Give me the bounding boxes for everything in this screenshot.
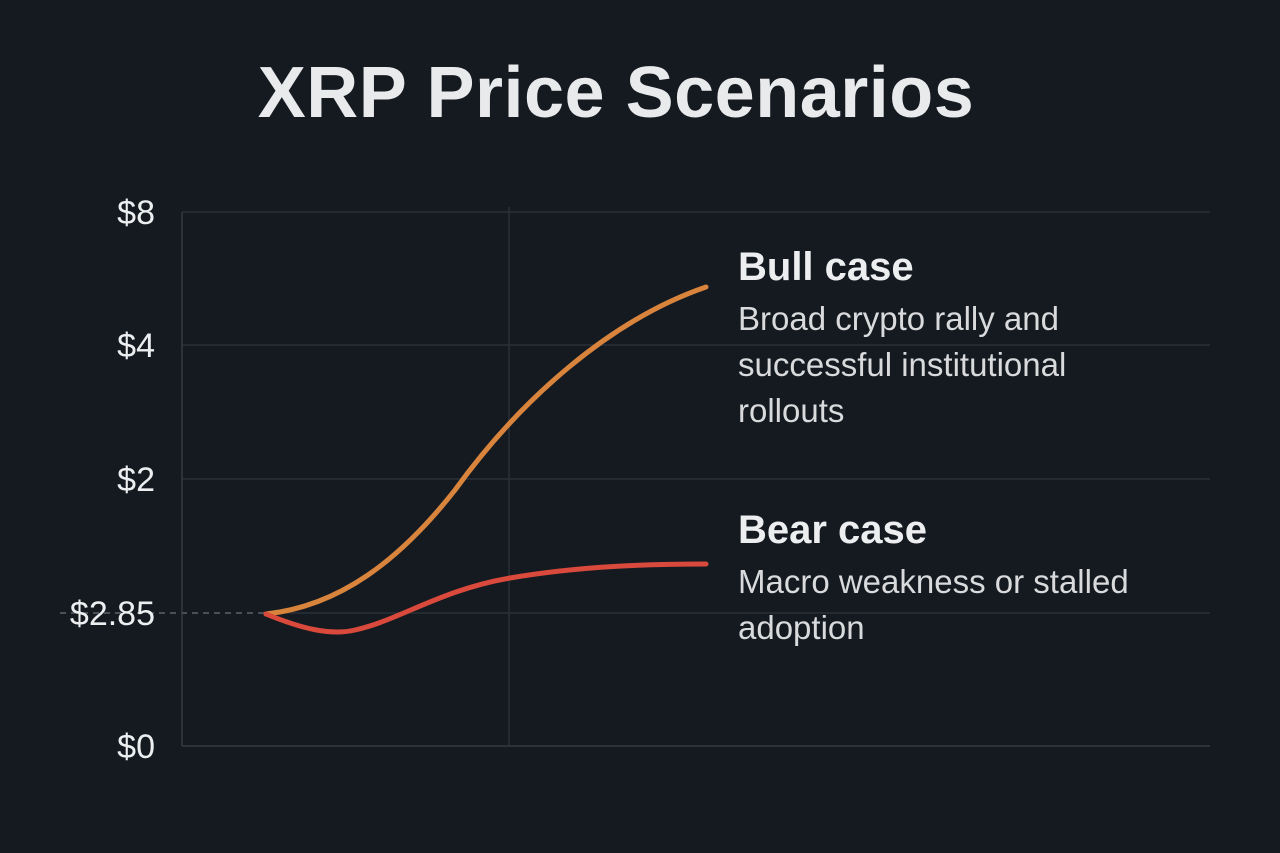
- bull-case-description: Broad crypto rally and successful instit…: [738, 300, 1067, 429]
- y-tick-label: $0: [117, 728, 155, 766]
- y-tick-label: $4: [117, 327, 155, 365]
- bear-case-description: Macro weakness or stalled adoption: [738, 563, 1129, 646]
- bear-case-annotation: Bear case Macro weakness or stalled adop…: [738, 508, 1158, 651]
- bull-case-line: [263, 284, 709, 617]
- y-tick-label: $2: [117, 461, 155, 499]
- y-tick-label: $2.85: [70, 595, 155, 633]
- bull-case-label: Bull case: [738, 245, 914, 289]
- bear-case-label: Bear case: [738, 508, 928, 552]
- bull-case-annotation: Bull case Broad crypto rally and success…: [738, 245, 1158, 434]
- bear-case-line: [263, 561, 709, 635]
- chart-title: XRP Price Scenarios: [257, 53, 975, 133]
- y-tick-label: $8: [117, 194, 155, 232]
